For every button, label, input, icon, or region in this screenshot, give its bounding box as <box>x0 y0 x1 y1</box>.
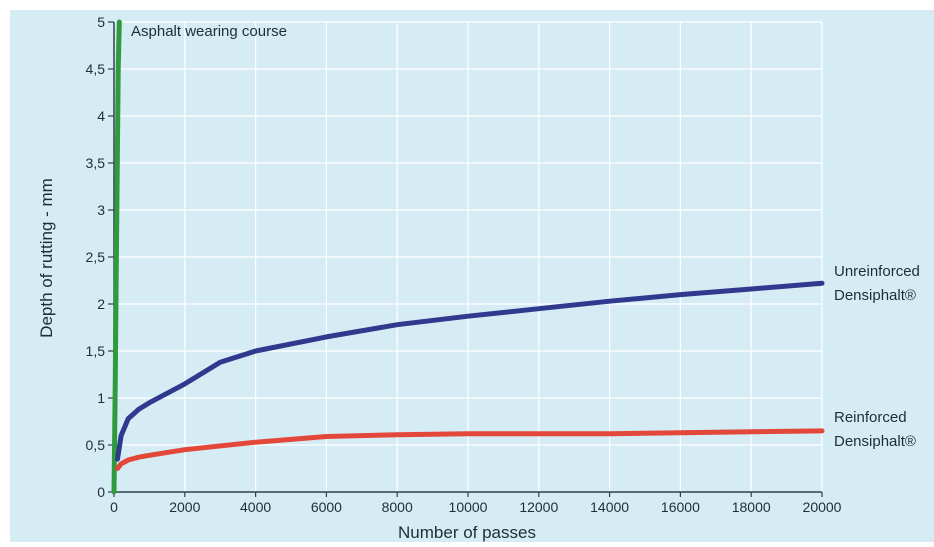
series-labels: Asphalt wearing course Unreinforced Densip… <box>131 23 920 450</box>
y-tick-label: 3,5 <box>86 155 106 171</box>
y-tick-label: 3 <box>97 202 105 218</box>
x-tick-label: 2000 <box>169 499 200 515</box>
x-tick-label: 14000 <box>590 499 629 515</box>
x-tick-label: 10000 <box>449 499 488 515</box>
grid-lines <box>114 21 823 492</box>
plot-panel <box>10 10 934 542</box>
series-label-asphalt: Asphalt wearing course <box>131 23 287 40</box>
series-label-unreinforced: Unreinforced <box>834 263 920 280</box>
y-tick-label: 2,5 <box>86 249 106 265</box>
y-tick-label: 0 <box>97 484 105 500</box>
x-tick-label: 12000 <box>519 499 558 515</box>
series-line-asphalt <box>111 19 122 495</box>
y-axis-title: Depth of rutting - mm <box>37 178 56 338</box>
x-tick-label: 8000 <box>382 499 413 515</box>
x-tick-label: 4000 <box>240 499 271 515</box>
series-label-unreinforced: Densiphalt® <box>834 287 916 304</box>
x-tick-label: 16000 <box>661 499 700 515</box>
series-label-reinforced: Densiphalt® <box>834 433 916 450</box>
x-tick-label: 20000 <box>803 499 842 515</box>
x-tick-label: 18000 <box>732 499 771 515</box>
series-label-reinforced: Reinforced <box>834 409 907 426</box>
x-tick-label: 0 <box>110 499 118 515</box>
y-tick-label: 0,5 <box>86 437 106 453</box>
y-tick-label: 4,5 <box>86 61 106 77</box>
series-lines <box>111 19 825 495</box>
x-axis-title: Number of passes <box>398 523 536 542</box>
x-tick-label: 6000 <box>311 499 342 515</box>
series-line-unreinforced <box>115 280 825 462</box>
series-line-reinforced <box>115 428 825 471</box>
y-tick-label: 1 <box>97 390 105 406</box>
y-tick-label: 1,5 <box>86 343 106 359</box>
y-tick-label: 4 <box>97 108 105 124</box>
y-tick-label: 2 <box>97 296 105 312</box>
y-tick-label: 5 <box>97 14 105 30</box>
